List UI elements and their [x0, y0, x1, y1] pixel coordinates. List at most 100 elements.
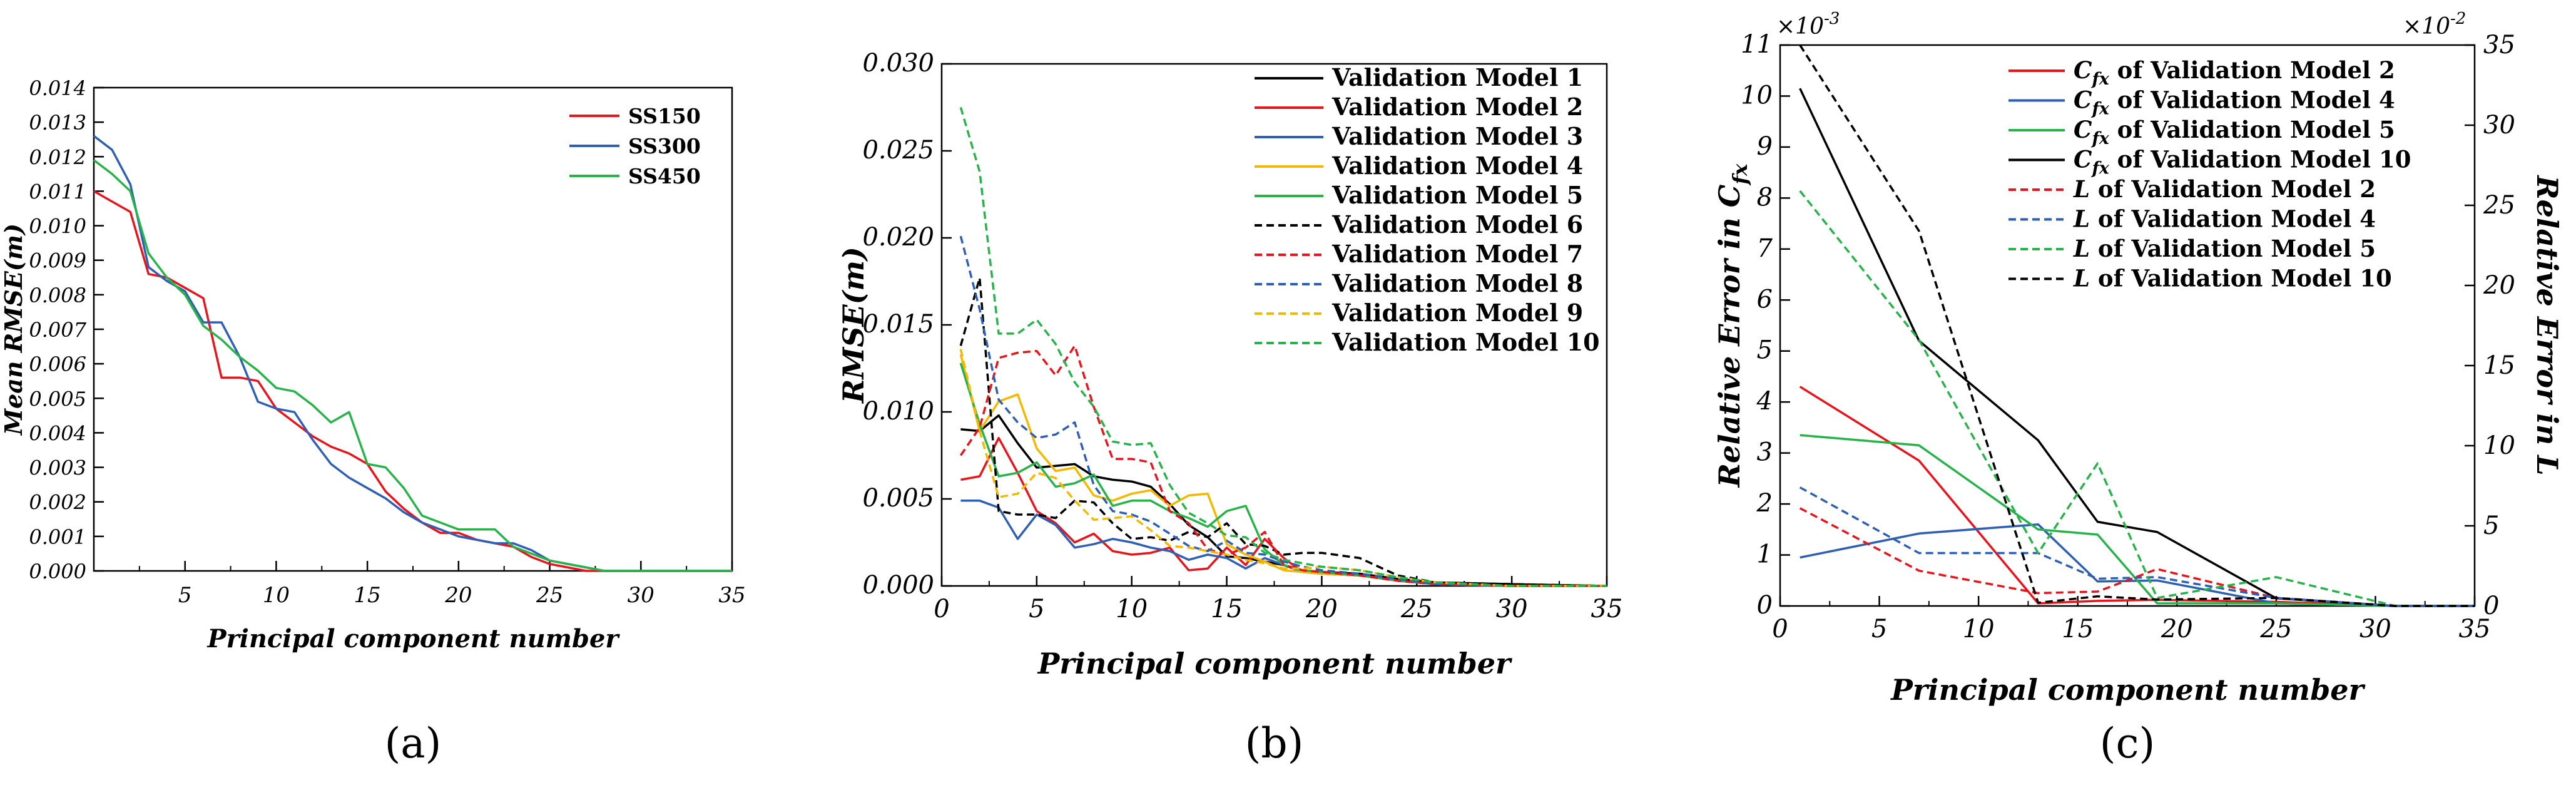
chart-panel-b: 0 5 10 15 20 25 30 35 0.000 0.005 0.010 0.015 0.020 0…	[837, 49, 1622, 680]
y-axis-title-text: Relative Error in C	[1713, 184, 1746, 488]
y-right-axis-title: Relative Error in L	[2530, 174, 2564, 475]
y-right-tick-label: 25	[2483, 191, 2515, 220]
legend-label: Validation Model 8	[1331, 269, 1583, 297]
y-axis-title: Mean RMSE(m)	[0, 223, 28, 436]
series-line-1	[1799, 386, 2475, 607]
y-tick-label: 0.025	[862, 136, 934, 165]
x-tick-label: 35	[1591, 595, 1623, 623]
y-tick-label: 0.020	[862, 223, 934, 252]
legend-label: Validation Model 5	[1331, 181, 1583, 209]
multiplier-base: ×10	[2403, 14, 2450, 39]
x-tick-label: 15	[1211, 595, 1243, 623]
x-tick-label: 5	[178, 583, 192, 608]
y-axis-title-subscript: fx	[1728, 163, 1752, 186]
x-tick-label: 5	[1871, 615, 1887, 644]
y-tick-label: 0.013	[29, 111, 86, 135]
y-right-tick-label: 5	[2483, 511, 2499, 540]
legend-name: of Validation Model 4	[2109, 86, 2395, 114]
y-axis-title-text: Mean RMSE(m)	[0, 223, 28, 436]
legend-label: Validation Model 2	[1331, 93, 1583, 121]
series-line-4	[959, 354, 1607, 587]
x-tick-label: 10	[1963, 615, 1995, 644]
legend-symbol: C	[2074, 116, 2092, 143]
y-tick-label: 0.008	[29, 284, 86, 307]
series-line-3	[960, 500, 1607, 587]
series-line-5	[1799, 507, 2475, 607]
y-axis-title-text: RMSE(m)	[837, 247, 870, 404]
y-tick-label: 0.005	[29, 387, 86, 411]
x-tick-label: 20	[2161, 615, 2193, 644]
x-tick-label: 15	[354, 583, 381, 608]
x-tick-label: 30	[628, 583, 654, 608]
series-line-1	[93, 190, 732, 572]
series-line-7	[959, 344, 1607, 587]
y-tick-label: 0.001	[29, 525, 86, 549]
legend-name: of Validation Model 5	[2090, 235, 2376, 262]
series-line-7	[1799, 190, 2475, 607]
y-tick-label: 3	[1757, 438, 1773, 467]
series-line-8	[1799, 44, 2475, 607]
y-right-tick-label: 30	[2483, 111, 2515, 140]
x-axis-title: Principal component number	[1037, 647, 1513, 680]
y-axis-title: Relative Error in Cfx	[1713, 163, 1752, 488]
legend: SS150 SS300 SS450	[569, 104, 701, 188]
x-tick-label: 10	[1116, 595, 1148, 623]
legend-label: Validation Model 6	[1331, 210, 1583, 238]
legend-label: L of Validation Model 10	[2073, 265, 2392, 292]
y-right-tick-label: 15	[2483, 351, 2515, 380]
legend-label: SS150	[628, 104, 701, 128]
y-tick-label: 0.003	[29, 456, 86, 480]
x-tick-label: 20	[444, 583, 472, 608]
legend-label: Validation Model 9	[1331, 299, 1583, 327]
x-axis-title: Principal component number	[1890, 673, 2366, 707]
y-tick-label: 0.004	[29, 421, 86, 445]
legend-symbol: L	[2073, 175, 2090, 203]
y-tick-label: 0.012	[29, 145, 86, 169]
y-tick-label: 0.007	[29, 318, 86, 342]
series-line-10	[959, 107, 1607, 587]
y-tick-label: 0.011	[29, 180, 86, 203]
x-tick-label: 20	[1305, 595, 1338, 623]
multiplier-base: ×10	[1776, 14, 1824, 39]
legend-label: Cfx of Validation Model 4	[2074, 86, 2395, 119]
legend-label: Cfx of Validation Model 5	[2074, 116, 2395, 148]
legend-subscript: fx	[2090, 129, 2109, 148]
legend-name: of Validation Model 2	[2109, 56, 2395, 84]
y-tick-label: 10	[1741, 81, 1773, 110]
legend-label: Validation Model 10	[1331, 328, 1600, 356]
x-tick-label: 25	[1400, 595, 1433, 623]
series-line-3	[1800, 434, 2475, 607]
multiplier-exponent: -3	[1824, 9, 1840, 28]
panel-label: (a)	[385, 719, 442, 767]
x-tick-label: 35	[718, 583, 745, 608]
chart-panel-c: 0 5 10 15 20 25 30 3501234567891011051015202530…	[1713, 9, 2564, 707]
legend-label: Validation Model 3	[1331, 122, 1583, 150]
legend-subscript: fx	[2090, 100, 2109, 119]
y-right-tick-label: 35	[2483, 31, 2515, 59]
y-tick-label: 0.015	[862, 310, 934, 339]
y-right-tick-label: 10	[2483, 431, 2515, 460]
y-tick-label: 0.014	[29, 76, 86, 100]
multiplier-exponent: -2	[2450, 9, 2466, 28]
legend-label: L of Validation Model 4	[2073, 205, 2376, 233]
y-tick-label: 2	[1756, 489, 1773, 518]
x-tick-label: 15	[2062, 615, 2094, 644]
legend-name: of Validation Model 4	[2090, 205, 2376, 233]
legend-label: SS300	[628, 134, 701, 158]
y-tick-label: 0.005	[862, 484, 934, 513]
legend-name: of Validation Model 5	[2109, 116, 2395, 143]
legend-subscript: fx	[2090, 69, 2109, 89]
series-line-9	[959, 349, 1607, 587]
legend-symbol: C	[2074, 146, 2092, 173]
chart-panel-a: 5 10 15 20 25 30 35 0.000 0.001 0.002 0.003 0.004 0.…	[0, 76, 746, 654]
x-axis-title: Principal component number	[207, 624, 621, 654]
y-right-tick-label: 20	[2483, 271, 2515, 300]
y-tick-label: 0.010	[29, 215, 86, 238]
x-tick-label: 30	[1496, 595, 1528, 623]
y-tick-label: 0.030	[862, 49, 934, 78]
series-line-8	[959, 235, 1607, 587]
series-line-6	[959, 277, 1607, 587]
